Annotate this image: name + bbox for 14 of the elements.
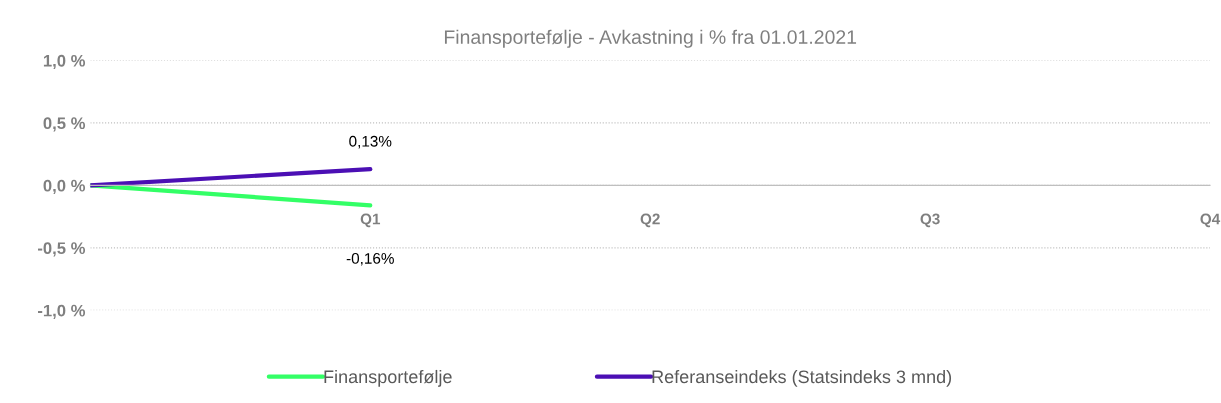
y-tick-label: 0,0 % [43,179,86,194]
y-tick-label: 1,0 % [43,54,86,70]
y-tick-label: -1,0 % [37,304,86,319]
x-tick-label: Q2 [640,213,660,228]
y-tick-label: 0,5 % [43,117,86,132]
data-label: -0,16% [346,252,394,266]
y-tick-label: -0,5 % [37,242,86,257]
x-tick-label: Q4 [1200,213,1221,228]
chart-title: Finansportefølje - Avkastning i % fra 01.01.2021 [444,29,857,48]
legend-label: Referanseindeks (Statsindeks 3 mnd) [652,369,952,387]
legend-label: Finansportefølje [324,369,452,387]
x-tick-label: Q1 [360,213,381,228]
data-label: 0,13% [349,135,392,149]
x-tick-label: Q3 [920,213,940,228]
